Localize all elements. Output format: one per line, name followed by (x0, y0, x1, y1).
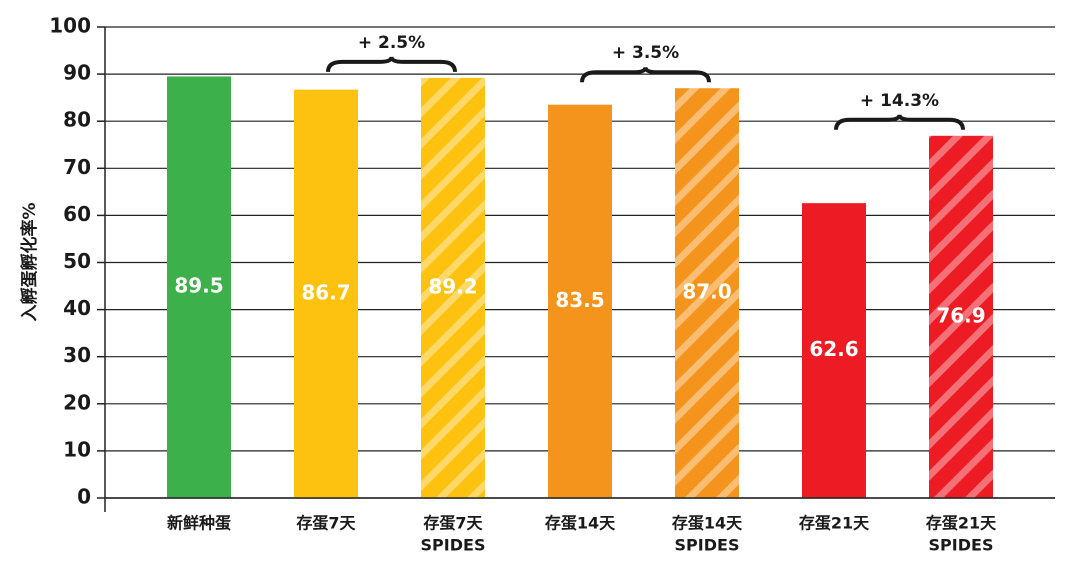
annotation: + 3.5% (612, 43, 679, 63)
bracket (326, 56, 457, 73)
bar (802, 203, 866, 499)
y-tick-label: 60 (63, 202, 91, 226)
bar (294, 89, 358, 498)
y-tick-label: 80 (63, 108, 91, 132)
x-tick-label: 新鲜种蛋 (167, 514, 231, 533)
x-tick-label: 存蛋7天 (296, 514, 356, 533)
y-tick-label: 20 (63, 390, 91, 414)
bar (548, 104, 612, 498)
x-tick-label: SPIDES (421, 536, 486, 555)
y-tick-label: 10 (63, 437, 91, 461)
bar (167, 76, 231, 498)
x-tick-label: SPIDES (675, 536, 740, 555)
bar (421, 77, 485, 499)
x-tick-label: SPIDES (929, 536, 994, 555)
y-tick-label: 0 (77, 485, 91, 509)
value-label: 83.5 (555, 288, 604, 312)
x-tick-label: 存蛋21天 (926, 514, 997, 533)
bracket (580, 66, 711, 83)
y-tick-label: 40 (63, 296, 91, 320)
bar (929, 135, 993, 498)
x-tick-label: 存蛋21天 (799, 514, 870, 533)
x-tick-label: 存蛋14天 (545, 514, 616, 533)
annotation: + 14.3% (860, 91, 939, 111)
y-tick-label: 50 (63, 249, 91, 273)
x-tick-label: 存蛋7天 (423, 514, 483, 533)
value-label: 87.0 (682, 280, 731, 304)
y-tick-label: 90 (63, 61, 91, 85)
value-label: 62.6 (809, 337, 858, 361)
y-tick-label: 30 (63, 343, 91, 367)
value-label: 86.7 (301, 280, 350, 304)
y-tick-label: 100 (49, 14, 91, 38)
value-label: 89.5 (174, 274, 223, 298)
y-tick-label: 70 (63, 155, 91, 179)
bracket (834, 114, 965, 130)
annotation: + 2.5% (358, 33, 425, 53)
bar (675, 88, 739, 498)
value-label: 76.9 (936, 303, 985, 327)
x-tick-label: 存蛋14天 (672, 514, 743, 533)
y-axis-label: 入孵蛋孵化率% (19, 202, 40, 321)
value-label: 89.2 (428, 274, 477, 298)
